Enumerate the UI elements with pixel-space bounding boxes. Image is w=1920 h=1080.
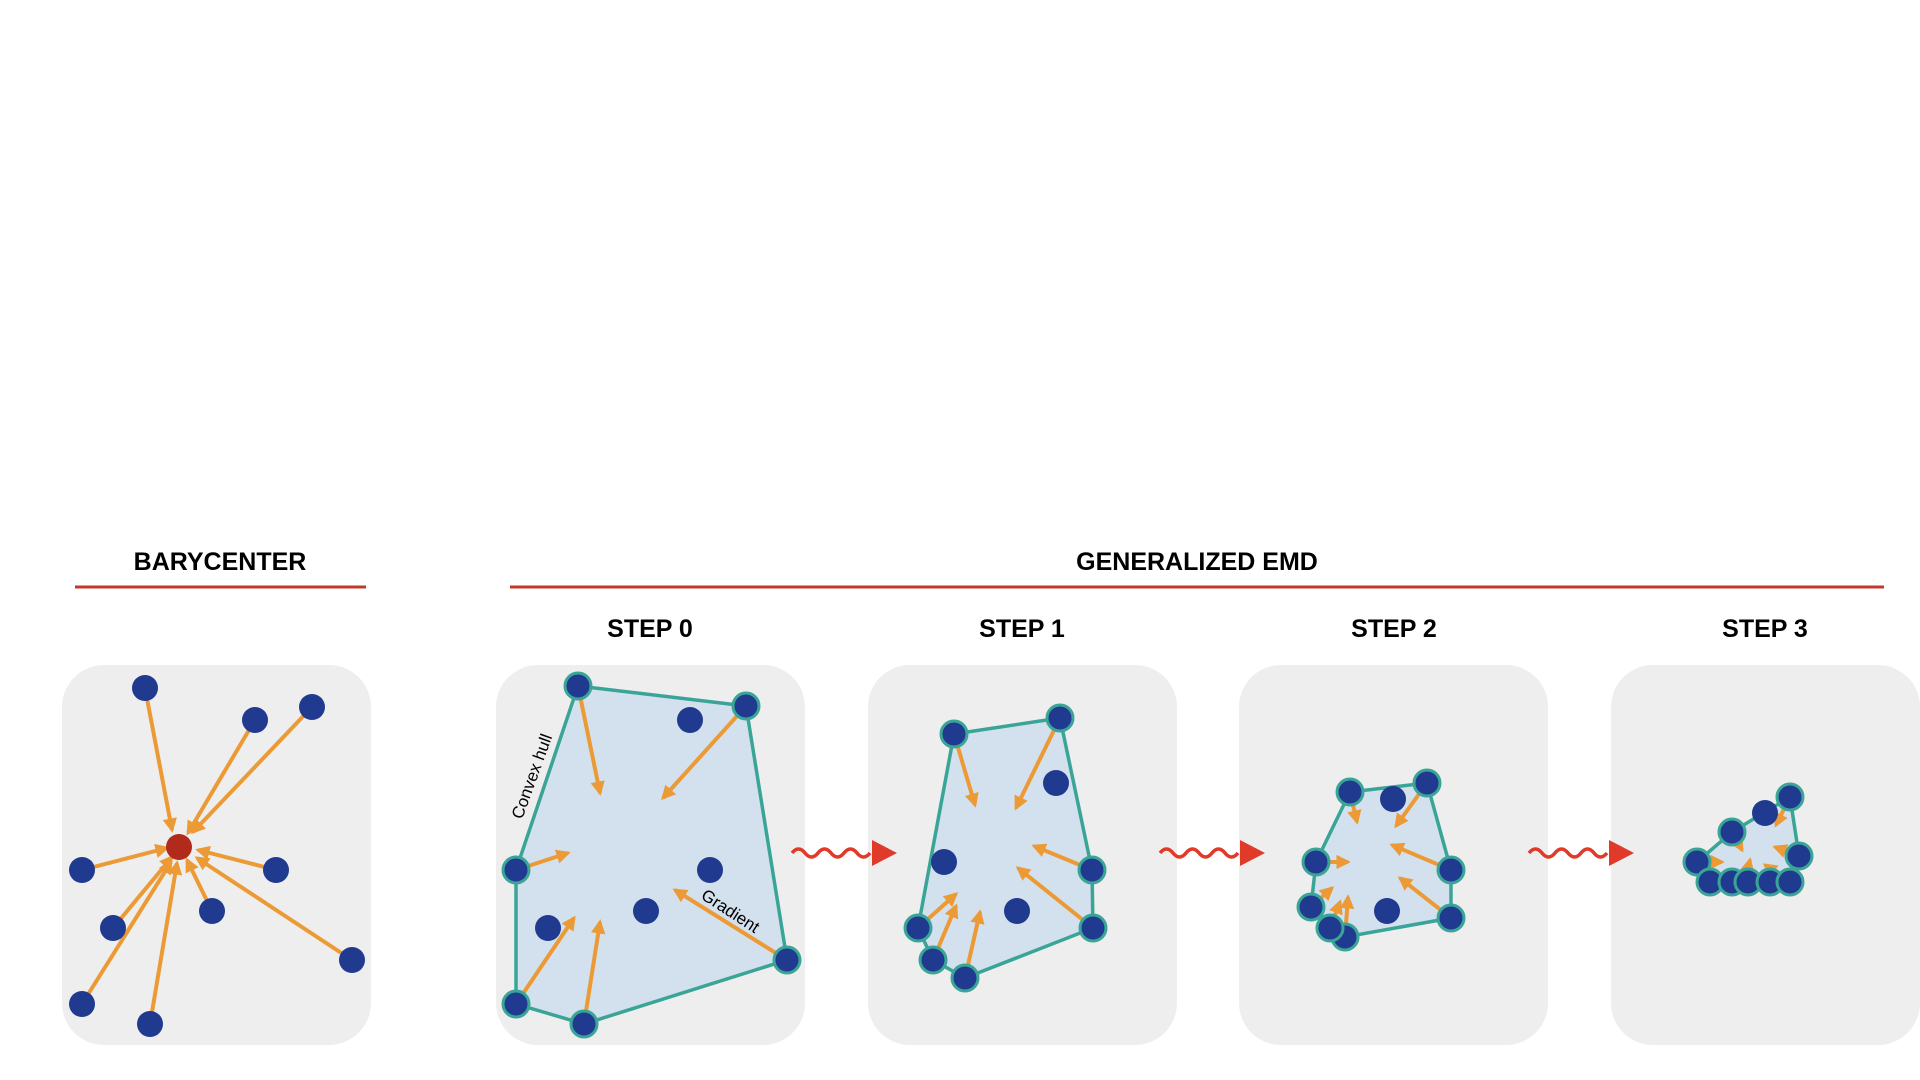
transition-arrow-2 xyxy=(1158,840,1265,866)
step-0-arrows xyxy=(514,685,789,1025)
step-2-hull-points xyxy=(1296,768,1466,952)
step-1-interior-points xyxy=(931,770,1069,924)
step-2-label: STEP 2 xyxy=(1351,615,1437,643)
step-0-hull-points xyxy=(501,671,802,1039)
step-1-hull-points xyxy=(903,703,1108,993)
transition-arrow-1 xyxy=(790,840,897,866)
step-0-label: STEP 0 xyxy=(607,615,693,643)
step-3-interior-points xyxy=(1752,800,1778,826)
transition-arrow-3 xyxy=(1527,840,1634,866)
step-2-interior-points xyxy=(1374,786,1406,924)
step-3-label: STEP 3 xyxy=(1722,615,1808,643)
barycenter-points xyxy=(69,675,365,1037)
step-3-hull-points xyxy=(1682,782,1814,897)
wavy-arrow-icon xyxy=(790,847,872,859)
step-0-interior-points xyxy=(535,707,723,941)
step-1-label: STEP 1 xyxy=(979,615,1065,643)
wavy-arrow-icon xyxy=(1158,847,1240,859)
barycenter-arrows xyxy=(80,687,354,1025)
generalized-emd-title: GENERALIZED EMD xyxy=(1076,548,1318,576)
wavy-arrow-icon xyxy=(1527,847,1609,859)
barycenter-title: BARYCENTER xyxy=(134,548,307,576)
barycenter-point xyxy=(166,834,192,860)
